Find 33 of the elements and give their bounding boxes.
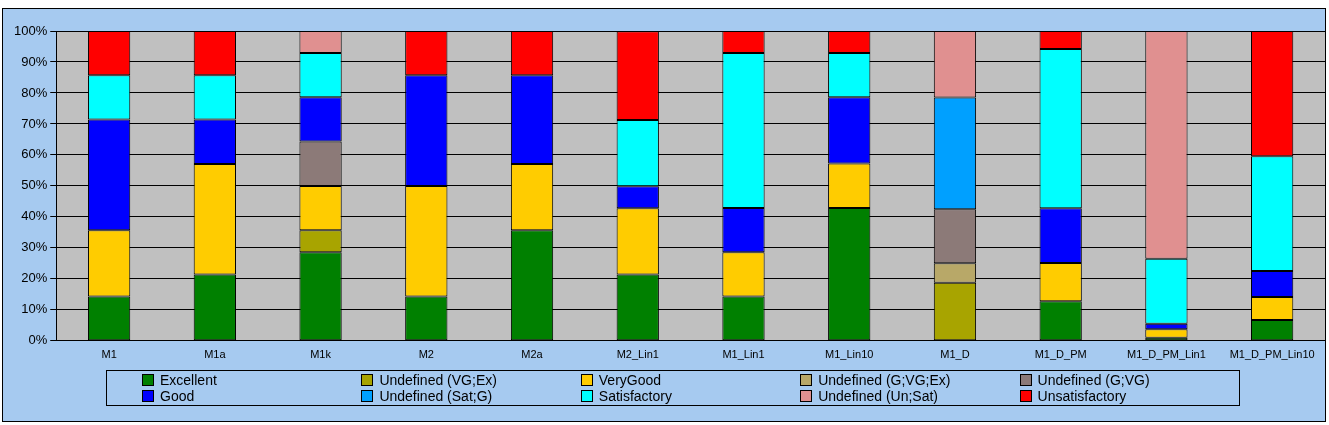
x-tick-label: M1a <box>204 348 227 361</box>
x-tick-label: M1_D <box>940 348 970 361</box>
legend-label: Excellent <box>160 372 217 388</box>
legend-label: Good <box>160 388 195 404</box>
y-tick-label: 60% <box>21 146 48 162</box>
legend-label: Undefined (G;VG) <box>1037 372 1150 388</box>
legend-label: Satisfactory <box>598 388 672 404</box>
y-tick-label: 0% <box>28 332 48 348</box>
y-tick-label: 70% <box>21 115 48 131</box>
x-tick-label: M1_D_PM <box>1034 348 1087 361</box>
legend-label: Undefined (G;VG;Ex) <box>818 372 951 388</box>
x-tick-label: M1k <box>310 348 332 361</box>
x-tick-label: M1 <box>101 348 117 361</box>
legend-label: Undefined (VG;Ex) <box>379 372 497 388</box>
x-tick-label: M1_Lin1 <box>722 348 765 361</box>
legend-label: Undefined (Sat;G) <box>379 388 493 404</box>
x-tick-label: M2a <box>521 348 544 361</box>
y-tick-label: 90% <box>21 53 48 69</box>
y-tick-label: 100% <box>14 22 48 38</box>
y-tick-label: 80% <box>21 84 48 100</box>
y-tick-label: 10% <box>21 301 48 317</box>
y-tick-label: 40% <box>21 208 48 224</box>
y-tick-label: 20% <box>21 270 48 286</box>
y-tick-label: 50% <box>21 177 48 193</box>
x-tick-label: M1_D_PM_Lin10 <box>1229 348 1315 361</box>
x-tick-label: M1_D_PM_Lin1 <box>1126 348 1206 361</box>
x-tick-label: M2 <box>418 348 434 361</box>
y-tick-label: 30% <box>21 239 48 255</box>
x-tick-label: M2_Lin1 <box>616 348 659 361</box>
x-tick-label: M1_Lin10 <box>825 348 874 361</box>
legend-label: VeryGood <box>598 372 662 388</box>
legend-label: Undefined (Un;Sat) <box>818 388 939 404</box>
legend-label: Unsatisfactory <box>1037 388 1127 404</box>
